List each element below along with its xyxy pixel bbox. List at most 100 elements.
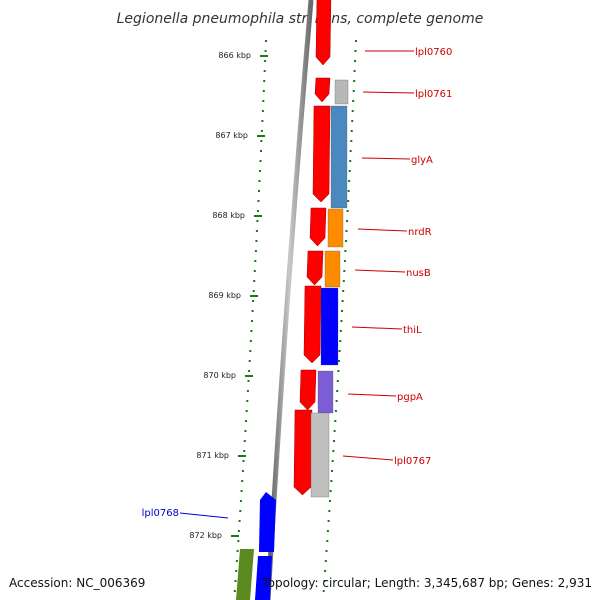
scale-dot bbox=[255, 230, 258, 232]
scale-dot bbox=[236, 550, 239, 552]
scale-dot bbox=[334, 420, 337, 422]
scale-dot bbox=[247, 380, 250, 382]
scale-dot bbox=[333, 440, 335, 442]
gene-label-thiL[interactable]: thiL bbox=[403, 325, 422, 336]
scale-dot bbox=[260, 130, 263, 132]
scale-dot bbox=[353, 70, 356, 72]
scale-dot bbox=[341, 300, 344, 302]
scale-dot bbox=[239, 510, 242, 512]
forward-gene-arrow bbox=[315, 0, 332, 66]
reverse-gene-block bbox=[330, 105, 348, 209]
reverse-gene-block bbox=[317, 370, 334, 414]
scale-dot bbox=[329, 500, 331, 502]
scale-dot bbox=[336, 380, 339, 382]
scale-dot bbox=[351, 120, 354, 122]
scale-dot bbox=[332, 450, 335, 452]
scale-left-dots bbox=[233, 40, 267, 592]
gene-label-nrdR[interactable]: nrdR bbox=[408, 227, 432, 238]
scale-dot bbox=[265, 40, 267, 42]
gene-label-lpl0761[interactable]: lpl0761 bbox=[415, 89, 452, 100]
scale-dot bbox=[345, 240, 347, 242]
scale-dot bbox=[252, 300, 255, 302]
scale-dot bbox=[258, 180, 261, 182]
scale-dot bbox=[242, 460, 245, 462]
scale-dot bbox=[261, 120, 264, 122]
reverse-gene-block bbox=[320, 287, 339, 366]
accession-text: Accession: NC_006369 bbox=[9, 576, 145, 590]
scale-dot bbox=[331, 470, 333, 472]
scale-dot bbox=[344, 250, 347, 252]
scale-dot bbox=[245, 410, 248, 412]
forward-gene-arrow bbox=[309, 207, 327, 247]
gene-label-lpl0760[interactable]: lpl0760 bbox=[415, 47, 452, 58]
scale-tick bbox=[250, 295, 258, 297]
gene-label-leader bbox=[361, 157, 411, 160]
scale-dot bbox=[352, 90, 355, 92]
scale-dot bbox=[352, 100, 355, 102]
scale-dot bbox=[248, 370, 251, 372]
scale-dot bbox=[262, 90, 265, 92]
gene-label-pgpA[interactable]: pgpA bbox=[397, 392, 423, 403]
scale-dot bbox=[235, 560, 238, 562]
scale-tick-label: 871 kbp bbox=[196, 451, 229, 460]
scale-dot bbox=[248, 360, 251, 362]
scale-tick-label: 872 kbp bbox=[189, 531, 222, 540]
scale-dot bbox=[347, 200, 350, 202]
scale-tick bbox=[245, 375, 253, 377]
scale-dot bbox=[353, 80, 356, 82]
scale-dot bbox=[323, 580, 326, 582]
scale-dot bbox=[244, 430, 247, 432]
gene-label-nusB[interactable]: nusB bbox=[406, 268, 431, 279]
scale-dot bbox=[338, 350, 341, 352]
scale-tick-label: 869 kbp bbox=[208, 291, 241, 300]
gene-label-lpl0768[interactable]: lpl0768 bbox=[142, 508, 179, 519]
forward-gene-arrow bbox=[299, 369, 317, 411]
scale-dot bbox=[331, 460, 334, 462]
scale-dot bbox=[348, 170, 351, 172]
scale-dot bbox=[237, 530, 240, 532]
scale-dot bbox=[253, 270, 256, 272]
scale-dot bbox=[260, 150, 262, 152]
reverse-strand-genes bbox=[236, 79, 349, 600]
scale-dot bbox=[342, 290, 345, 292]
scale-right-dots bbox=[322, 40, 357, 592]
scale-dot bbox=[350, 130, 353, 132]
scale-dot bbox=[243, 450, 246, 452]
scale-dot bbox=[238, 520, 241, 522]
scale-tick bbox=[257, 135, 265, 137]
reverse-gene-block bbox=[334, 79, 349, 105]
gene-label-leader bbox=[354, 269, 406, 273]
scale-tick bbox=[231, 535, 239, 537]
scale-dot bbox=[233, 590, 236, 592]
scale-dot bbox=[342, 280, 345, 282]
scale-dot bbox=[264, 60, 267, 62]
forward-gene-arrow bbox=[314, 77, 331, 103]
scale-dot bbox=[249, 340, 252, 342]
gene-label-leader bbox=[351, 326, 403, 330]
scale-dot bbox=[235, 570, 238, 572]
lower-gene-arrow bbox=[255, 556, 272, 600]
gene-label-lpl0767[interactable]: lpl0767 bbox=[394, 456, 431, 467]
scale-tick bbox=[238, 455, 246, 457]
scale-dot bbox=[326, 530, 329, 532]
scale-dot bbox=[251, 320, 253, 322]
scale-dot bbox=[245, 420, 247, 422]
scale-dot bbox=[246, 400, 249, 402]
scale-dot bbox=[263, 80, 266, 82]
scale-dot bbox=[333, 430, 336, 432]
map-title: Legionella pneumophila str. Lens, comple… bbox=[117, 11, 484, 27]
genome-summary-text: Topology: circular; Length: 3,345,687 bp… bbox=[261, 576, 592, 590]
scale-dot bbox=[322, 590, 325, 592]
forward-gene-arrow bbox=[306, 250, 324, 286]
lpl0768-gene-arrow bbox=[259, 492, 276, 552]
scale-dot bbox=[343, 270, 346, 272]
scale-dot bbox=[253, 280, 256, 282]
scale-dot bbox=[254, 260, 257, 262]
scale-dot bbox=[259, 170, 261, 172]
scale-dot bbox=[252, 290, 255, 292]
scale-tick-label: 867 kbp bbox=[215, 131, 248, 140]
scale-dot bbox=[234, 580, 237, 582]
scale-dot bbox=[351, 110, 354, 112]
gene-label-glyA[interactable]: glyA bbox=[411, 155, 433, 166]
